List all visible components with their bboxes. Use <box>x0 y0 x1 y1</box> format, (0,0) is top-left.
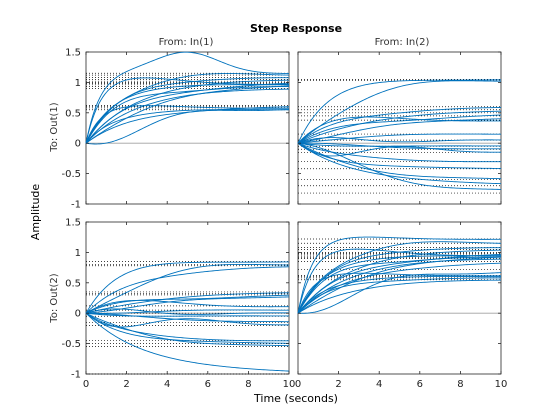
response-curve <box>297 256 502 314</box>
y-tick-label: 1.5 <box>65 218 81 229</box>
y-tick-label: 1 <box>75 78 81 89</box>
y-axis-label: Amplitude <box>29 184 42 241</box>
response-curve <box>85 309 289 314</box>
response-curve <box>297 107 502 144</box>
response-curve <box>85 308 290 315</box>
response-curve <box>297 272 502 314</box>
subplot-2-1: 0 2 4 6 8 10 -1 -0.5 0 0.5 1 1.5 <box>61 218 295 391</box>
y-tick-label: -0.5 <box>61 339 81 350</box>
response-curve <box>85 88 290 144</box>
y-tick-label: 1 <box>75 248 81 259</box>
response-curve <box>297 142 501 150</box>
response-curve <box>297 236 501 314</box>
response-curve <box>297 142 502 180</box>
response-curve <box>297 133 501 144</box>
response-curve <box>85 85 290 144</box>
y-tick-label: 0.5 <box>65 278 81 289</box>
response-curve <box>297 116 502 144</box>
response-curve <box>297 110 502 144</box>
row-title-out2: To: Out(2) <box>49 273 60 323</box>
response-curve <box>297 277 501 314</box>
x-tick-label: 10 <box>495 379 508 390</box>
row-title-out1: To: Out(1) <box>49 102 60 152</box>
y-tick-label: 0 <box>75 139 81 150</box>
x-tick-label: 0 <box>83 379 89 390</box>
response-curve <box>297 258 502 314</box>
response-curve <box>297 255 502 314</box>
response-curve <box>297 276 501 314</box>
x-axis-label: Time (seconds) <box>253 392 338 405</box>
response-curve <box>85 51 290 144</box>
response-curve <box>85 109 290 145</box>
response-curve <box>297 279 502 314</box>
response-curve <box>297 79 502 144</box>
x-tick-label: 4 <box>376 379 382 390</box>
y-tick-label: 0 <box>75 309 81 320</box>
column-title-in2: From: In(2) <box>375 37 430 48</box>
subplot-frame <box>297 51 502 205</box>
subplot-grid: -1 -0.5 0 0.5 1 1.5 0 2 4 6 8 10 -1 -0.5 0 0.5 1 1.5 0 2 4 6 8… <box>61 48 507 391</box>
response-curve <box>85 299 290 314</box>
response-curve <box>297 256 501 314</box>
response-curve <box>297 272 501 314</box>
response-curve <box>85 294 290 314</box>
chart-title: Step Response <box>250 22 342 35</box>
y-tick-label: -0.5 <box>61 169 81 180</box>
y-tick-label: 1.5 <box>65 48 81 59</box>
response-curve <box>85 109 289 144</box>
response-curve <box>297 80 502 144</box>
x-tick-label: 2 <box>123 379 129 390</box>
y-tick-label: -1 <box>71 200 81 211</box>
column-title-in1: From: In(1) <box>159 37 214 48</box>
response-curve <box>85 312 290 344</box>
x-tick-label: 6 <box>417 379 423 390</box>
response-curve <box>85 105 289 144</box>
response-curve <box>297 241 502 314</box>
response-curve <box>85 312 290 372</box>
response-curve <box>297 142 502 157</box>
y-tick-label: -1 <box>71 370 81 381</box>
x-tick-label: 10 <box>283 379 296 390</box>
y-tick-label: 0.5 <box>65 108 81 119</box>
x-tick-label: 8 <box>457 379 463 390</box>
response-curve <box>297 142 502 190</box>
subplot-1-1: -1 -0.5 0 0.5 1 1.5 <box>61 48 290 211</box>
response-curve <box>85 312 290 317</box>
response-curve <box>85 312 290 347</box>
x-tick-label: 0 <box>295 379 301 390</box>
subplot-1-2 <box>297 51 502 205</box>
response-curve <box>85 84 289 144</box>
response-curve <box>85 263 290 314</box>
response-curve <box>297 137 502 144</box>
response-curve <box>85 312 289 342</box>
response-curve <box>297 118 502 144</box>
response-curve <box>85 266 290 314</box>
subplot-2-2: 0 2 4 6 8 10 <box>295 221 508 390</box>
response-curve <box>85 312 290 323</box>
response-curve <box>85 292 290 314</box>
x-tick-label: 4 <box>164 379 170 390</box>
response-curve <box>85 86 289 144</box>
x-tick-label: 8 <box>245 379 251 390</box>
response-curve <box>297 142 502 185</box>
response-curve <box>297 142 502 147</box>
x-tick-label: 2 <box>335 379 341 390</box>
response-curve <box>85 261 290 314</box>
x-tick-label: 6 <box>205 379 211 390</box>
response-curve <box>297 114 502 144</box>
response-curve <box>297 262 502 314</box>
